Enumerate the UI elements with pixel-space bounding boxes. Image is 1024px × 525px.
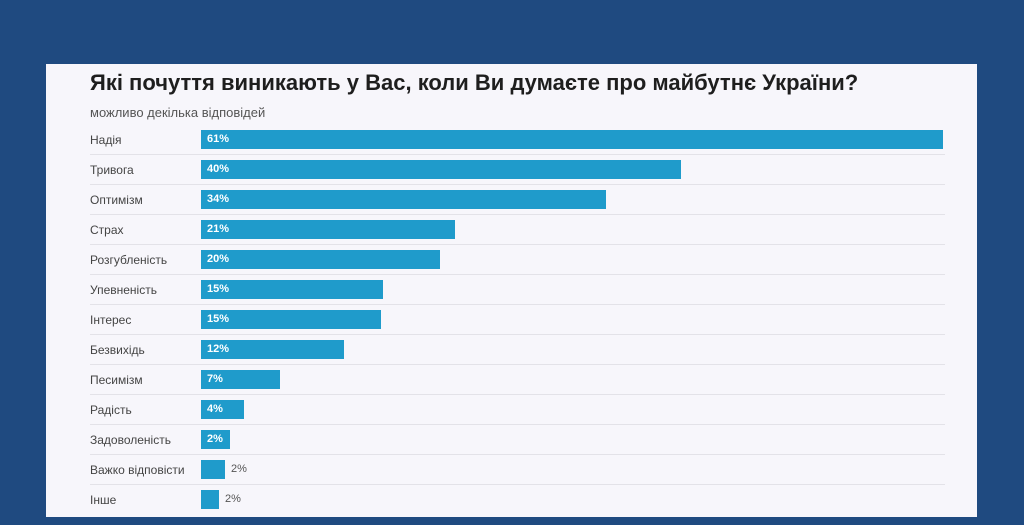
value-label: 34%: [207, 193, 230, 205]
value-label: 61%: [207, 133, 230, 145]
category-label: Надія: [90, 133, 122, 147]
bar-row: Оптимізм 34%: [90, 185, 945, 215]
value-label: 2%: [207, 433, 223, 445]
bar-track: 7%: [201, 370, 943, 389]
bar-row: Надія 61%: [90, 125, 945, 155]
bar: [201, 460, 225, 479]
value-label: 4%: [207, 403, 223, 415]
bar-track: 15%: [201, 280, 943, 299]
value-label: 15%: [207, 283, 230, 295]
category-label: Страх: [90, 223, 124, 237]
value-label: 12%: [207, 343, 230, 355]
bar-track: 15%: [201, 310, 943, 329]
bar: 4%: [201, 400, 244, 419]
category-label: Оптимізм: [90, 193, 143, 207]
value-label: 2%: [225, 493, 241, 505]
category-label: Інтерес: [90, 313, 132, 327]
value-label: 2%: [231, 463, 247, 475]
bar: 21%: [201, 220, 455, 239]
bar: 15%: [201, 280, 383, 299]
category-label: Тривога: [90, 163, 134, 177]
bar-row: Безвихідь 12%: [90, 335, 945, 365]
bar-track: 20%: [201, 250, 943, 269]
bar: 15%: [201, 310, 381, 329]
value-label: 7%: [207, 373, 223, 385]
value-label: 20%: [207, 253, 230, 265]
value-label: 40%: [207, 163, 230, 175]
bar-row: Інше 2%: [90, 485, 945, 515]
chart-panel: Які почуття виникають у Вас, коли Ви дум…: [46, 64, 977, 517]
bar-track: 61%: [201, 130, 943, 149]
bar-row: Важко відповісти 2%: [90, 455, 945, 485]
bar-row: Інтерес 15%: [90, 305, 945, 335]
bar-track: 34%: [201, 190, 943, 209]
bar: 7%: [201, 370, 280, 389]
bar: 2%: [201, 430, 230, 449]
bar-row: Задоволеність 2%: [90, 425, 945, 455]
category-label: Радість: [90, 403, 132, 417]
bar-row: Тривога 40%: [90, 155, 945, 185]
bar-track: 2%: [201, 490, 943, 509]
bar-list: Надія 61% Тривога 40% Оптимізм 34% Страх 21% Роз…: [90, 125, 945, 515]
bar-track: 2%: [201, 460, 943, 479]
bar: [201, 490, 219, 509]
value-label: 15%: [207, 313, 230, 325]
category-label: Інше: [90, 493, 117, 507]
value-label: 21%: [207, 223, 230, 235]
category-label: Розгубленість: [90, 253, 168, 267]
category-label: Важко відповісти: [90, 463, 185, 477]
bar-track: 2%: [201, 430, 943, 449]
bar-track: 21%: [201, 220, 943, 239]
bar: 40%: [201, 160, 681, 179]
bar-track: 4%: [201, 400, 943, 419]
category-label: Безвихідь: [90, 343, 145, 357]
bar: 20%: [201, 250, 440, 269]
category-label: Упевненість: [90, 283, 157, 297]
bar-row: Розгубленість 20%: [90, 245, 945, 275]
chart-subtitle: можливо декілька відповідей: [90, 105, 266, 120]
bar-row: Страх 21%: [90, 215, 945, 245]
bar-row: Радість 4%: [90, 395, 945, 425]
bar-track: 40%: [201, 160, 943, 179]
bar: 34%: [201, 190, 606, 209]
bar-row: Песимізм 7%: [90, 365, 945, 395]
category-label: Задоволеність: [90, 433, 171, 447]
bar: 61%: [201, 130, 943, 149]
bar: 12%: [201, 340, 344, 359]
bar-row: Упевненість 15%: [90, 275, 945, 305]
category-label: Песимізм: [90, 373, 143, 387]
bar-track: 12%: [201, 340, 943, 359]
chart-title: Які почуття виникають у Вас, коли Ви дум…: [90, 70, 859, 95]
